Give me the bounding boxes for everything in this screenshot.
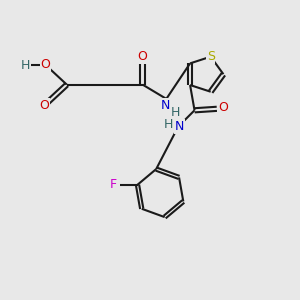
Text: N: N (175, 120, 184, 133)
Text: F: F (110, 178, 117, 191)
Text: O: O (218, 101, 228, 114)
Text: H: H (171, 106, 180, 119)
Text: N: N (161, 99, 170, 112)
Text: O: O (40, 99, 50, 112)
Text: S: S (207, 50, 215, 63)
Text: O: O (138, 50, 148, 64)
Text: H: H (21, 59, 30, 72)
Text: O: O (40, 58, 50, 71)
Text: H: H (164, 118, 173, 131)
